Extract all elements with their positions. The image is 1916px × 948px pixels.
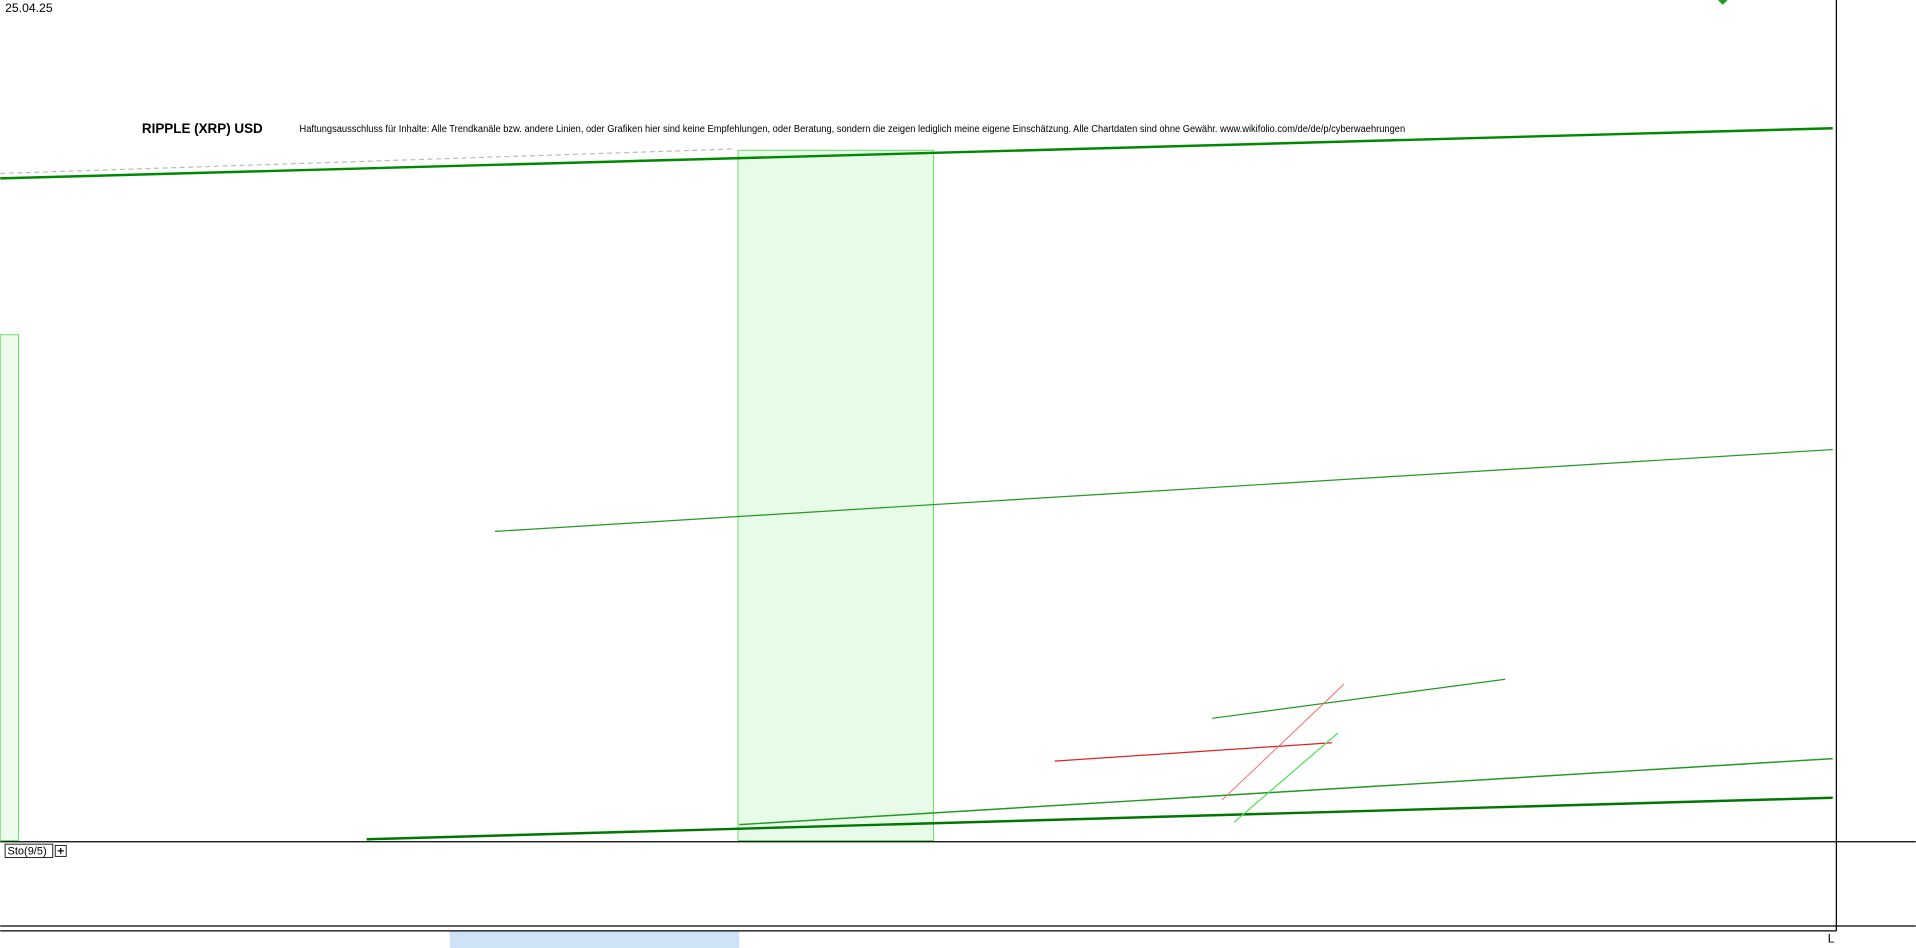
highlight-zone xyxy=(0,334,20,841)
trend-line xyxy=(1054,742,1332,762)
chart-subtitle: Haftungsausschluss für Inhalte: Alle Tre… xyxy=(300,124,1406,135)
trend-line xyxy=(366,796,1833,841)
trend-line xyxy=(0,148,734,175)
date-label: 25.04.25 xyxy=(5,1,53,15)
right-axis-bg xyxy=(1836,0,1916,931)
trend-line xyxy=(1221,683,1345,801)
highlight-zone xyxy=(737,149,935,841)
x-axis-end-label: L xyxy=(1828,932,1835,946)
trend-line xyxy=(739,757,1833,826)
indicator-button-icon xyxy=(57,847,64,854)
indicator-title: Sto(9/5) xyxy=(8,845,47,857)
background-layer xyxy=(0,149,935,948)
drawings xyxy=(0,0,1833,841)
indicator-box xyxy=(4,843,54,859)
trend-line xyxy=(1212,678,1506,719)
trend-line xyxy=(494,448,1833,533)
axis-highlight xyxy=(449,930,740,948)
marker-arrow xyxy=(1717,0,1728,5)
chart-title: RIPPLE (XRP) USD xyxy=(142,121,263,136)
trend-line xyxy=(1233,732,1339,823)
trend-line xyxy=(0,127,1833,180)
